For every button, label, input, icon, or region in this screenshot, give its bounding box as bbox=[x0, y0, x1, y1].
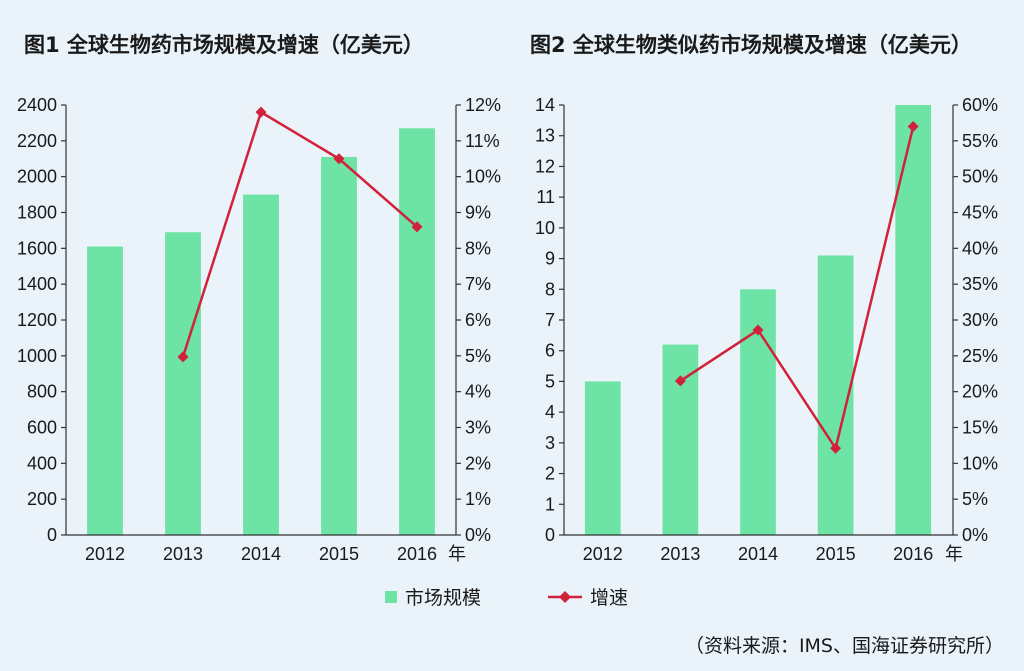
right-tick-label: 12% bbox=[465, 95, 501, 115]
left-tick-label: 11 bbox=[536, 187, 555, 207]
bar-2012 bbox=[584, 381, 621, 535]
source-note: （资料来源：IMS、国海证券研究所） bbox=[685, 635, 1004, 657]
right-tick-label: 9% bbox=[465, 203, 491, 223]
x-tick-label: 2016 bbox=[397, 544, 437, 564]
chart-2-biosimilars: 图2 全球生物类似药市场规模及增速（亿美元） 01234567891011121… bbox=[530, 33, 998, 564]
left-tick-label: 0 bbox=[47, 525, 57, 545]
growth-point-2013 bbox=[177, 351, 189, 363]
x-tick-label: 2014 bbox=[241, 544, 281, 564]
right-tick-label: 50% bbox=[962, 167, 998, 187]
bar-2012 bbox=[87, 246, 123, 535]
right-tick-label: 40% bbox=[962, 238, 998, 258]
right-tick-label: 5% bbox=[962, 489, 988, 509]
left-tick-label: 400 bbox=[27, 453, 57, 473]
left-tick-label: 6 bbox=[545, 341, 555, 361]
right-tick-label: 2% bbox=[465, 453, 491, 473]
bar-2014 bbox=[243, 194, 279, 536]
legend-bar-swatch bbox=[385, 591, 397, 603]
left-tick-label: 7 bbox=[545, 310, 555, 330]
right-tick-label: 8% bbox=[465, 238, 491, 258]
growth-point-2015 bbox=[830, 442, 842, 454]
bar-2016 bbox=[399, 128, 435, 535]
left-tick-label: 1400 bbox=[17, 274, 57, 294]
left-tick-label: 8 bbox=[545, 279, 555, 299]
x-tick-label: 2012 bbox=[583, 544, 623, 564]
left-tick-label: 1000 bbox=[17, 346, 57, 366]
bar-2016 bbox=[895, 105, 932, 535]
right-tick-label: 11% bbox=[465, 131, 500, 151]
growth-line bbox=[679, 126, 915, 452]
right-tick-label: 7% bbox=[465, 274, 491, 294]
right-tick-label: 25% bbox=[962, 346, 998, 366]
bar-2013 bbox=[165, 232, 201, 536]
left-tick-label: 9 bbox=[545, 249, 555, 269]
left-tick-label: 10 bbox=[535, 218, 555, 238]
x-tick-label: 2015 bbox=[816, 544, 856, 564]
legend-bar-label: 市场规模 bbox=[405, 587, 481, 609]
left-tick-label: 800 bbox=[27, 382, 57, 402]
left-tick-label: 2200 bbox=[17, 131, 57, 151]
x-unit-label: 年 bbox=[448, 544, 466, 564]
left-tick-label: 5 bbox=[545, 371, 555, 391]
left-tick-label: 3 bbox=[545, 433, 555, 453]
x-tick-label: 2015 bbox=[319, 544, 359, 564]
right-tick-label: 30% bbox=[962, 310, 998, 330]
x-tick-label: 2014 bbox=[738, 544, 778, 564]
right-tick-label: 20% bbox=[962, 382, 998, 402]
left-tick-label: 2400 bbox=[17, 95, 57, 115]
right-tick-label: 55% bbox=[962, 131, 998, 151]
right-tick-label: 0% bbox=[465, 525, 491, 545]
left-tick-label: 0 bbox=[545, 525, 555, 545]
left-tick-label: 12 bbox=[535, 156, 555, 176]
growth-point-2016 bbox=[411, 221, 423, 233]
legend: 市场规模 增速 bbox=[385, 587, 628, 609]
left-tick-label: 2 bbox=[545, 464, 555, 484]
right-tick-label: 6% bbox=[465, 310, 491, 330]
left-tick-label: 13 bbox=[535, 126, 555, 146]
growth-point-2015 bbox=[333, 153, 345, 165]
right-tick-label: 3% bbox=[465, 418, 491, 438]
growth-point-2014 bbox=[255, 106, 267, 118]
right-tick-label: 10% bbox=[465, 167, 501, 187]
chart-2-title: 图2 全球生物类似药市场规模及增速（亿美元） bbox=[530, 33, 972, 57]
left-tick-label: 2000 bbox=[17, 167, 57, 187]
growth-point-2013 bbox=[674, 375, 686, 387]
x-unit-label: 年 bbox=[945, 544, 963, 564]
left-tick-label: 1800 bbox=[17, 203, 57, 223]
legend-line-marker bbox=[559, 591, 571, 603]
right-tick-label: 60% bbox=[962, 95, 998, 115]
right-tick-label: 45% bbox=[962, 203, 998, 223]
x-tick-label: 2013 bbox=[660, 544, 700, 564]
left-tick-label: 200 bbox=[27, 489, 57, 509]
growth-point-2016 bbox=[907, 121, 919, 132]
growth-line bbox=[181, 110, 418, 358]
left-tick-label: 600 bbox=[27, 418, 57, 438]
right-tick-label: 0% bbox=[962, 525, 988, 545]
right-tick-label: 5% bbox=[465, 346, 491, 366]
right-tick-label: 4% bbox=[465, 382, 491, 402]
chart-1-biologics: 图1 全球生物药市场规模及增速（亿美元） 0 200 400 600 800 1000 12… bbox=[17, 33, 501, 564]
growth-point-2014 bbox=[752, 324, 764, 336]
right-tick-label: 35% bbox=[962, 274, 998, 294]
legend-line-label: 增速 bbox=[590, 587, 628, 609]
x-tick-label: 2013 bbox=[163, 544, 203, 564]
right-tick-label: 15% bbox=[962, 418, 998, 438]
bar-2015 bbox=[321, 156, 357, 536]
left-tick-label: 1200 bbox=[17, 310, 57, 330]
left-tick-label: 1600 bbox=[17, 238, 57, 258]
left-tick-label: 1 bbox=[545, 494, 555, 514]
right-tick-label: 10% bbox=[962, 453, 998, 473]
right-tick-label: 1% bbox=[465, 489, 491, 509]
chart-1-title: 图1 全球生物药市场规模及增速（亿美元） bbox=[24, 33, 424, 57]
x-tick-label: 2016 bbox=[893, 544, 933, 564]
x-tick-label: 2012 bbox=[85, 544, 125, 564]
left-tick-label: 14 bbox=[535, 95, 555, 115]
left-tick-label: 4 bbox=[545, 402, 555, 422]
